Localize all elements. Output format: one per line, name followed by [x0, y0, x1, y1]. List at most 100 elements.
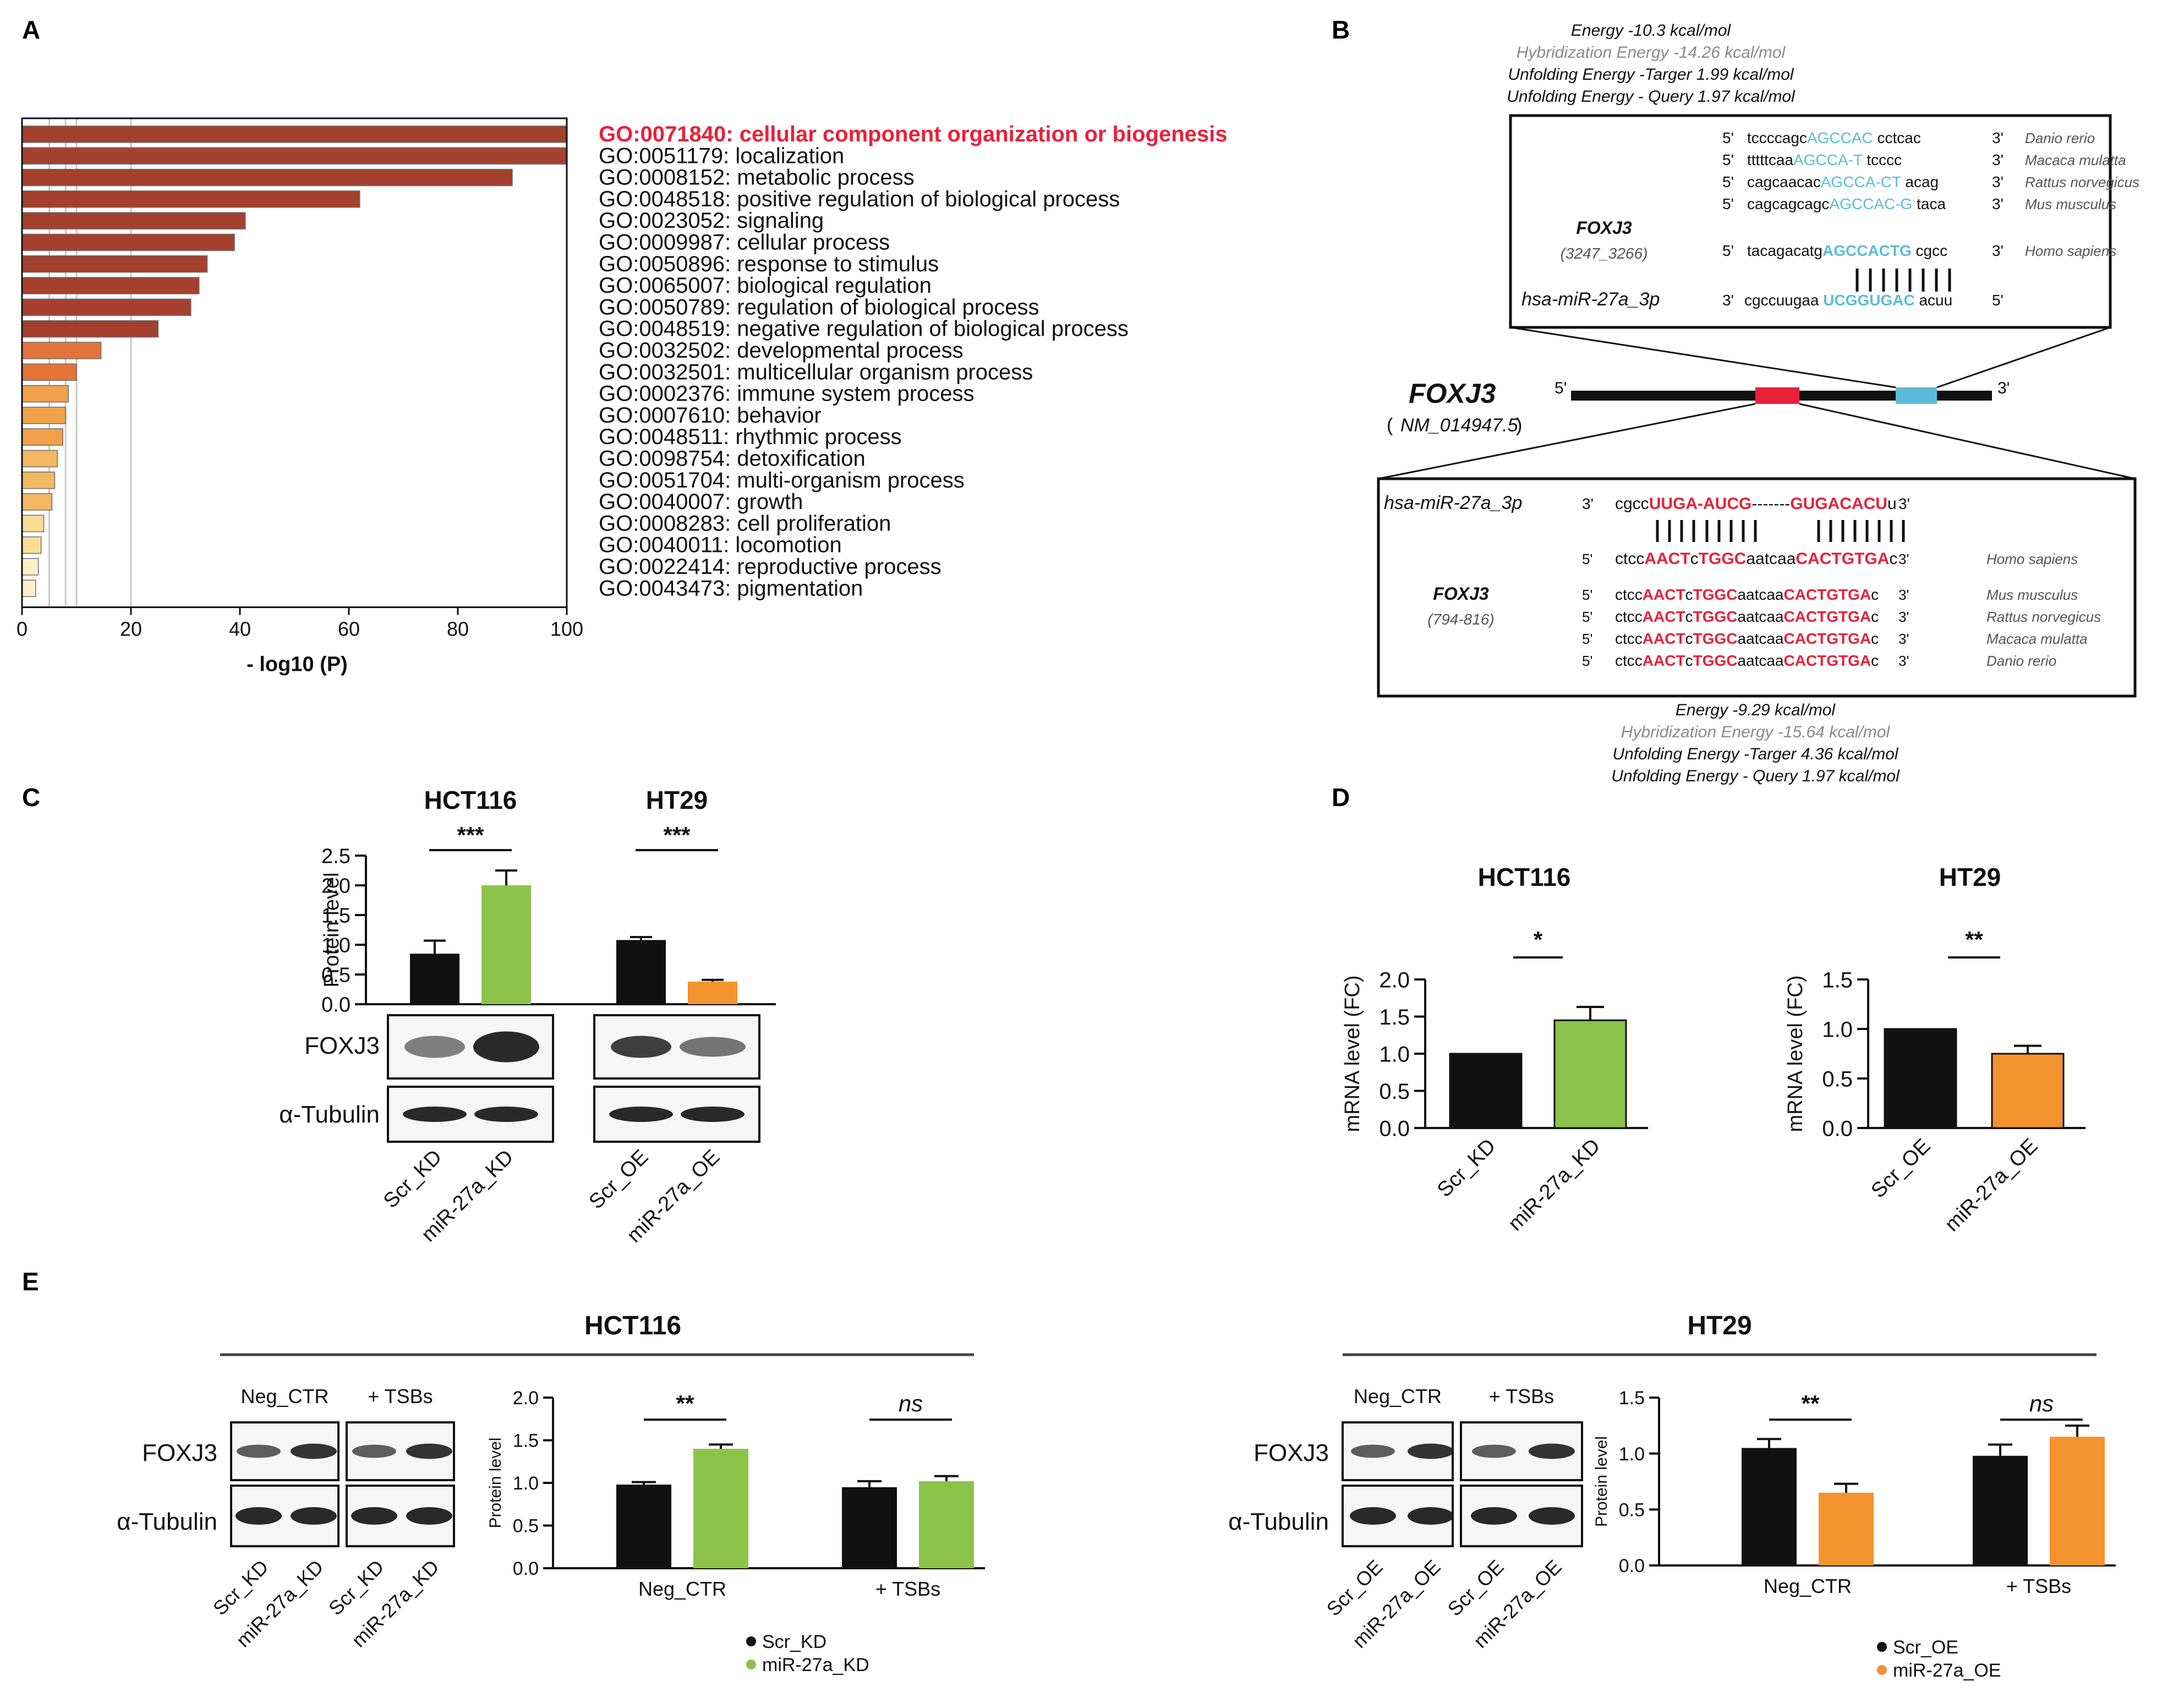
blot-group-label: Neg_CTR	[240, 1385, 329, 1408]
go-term-label: GO:0007610: behavior	[599, 403, 822, 428]
go-bar	[21, 579, 36, 598]
blot-label-foxj3: FOXJ3	[142, 1439, 217, 1466]
panel-label-d: D	[1332, 783, 1350, 812]
y-axis-title: Protein level	[486, 1437, 505, 1528]
blot-band	[291, 1507, 337, 1525]
go-term-label: GO:0009987: cellular process	[599, 231, 890, 255]
go-term-label: GO:0022414: reproductive process	[599, 555, 942, 579]
panel-a-go-chart: GO:0071840: cellular component organizat…	[17, 117, 1228, 676]
mir-seq-top: cgccuugaa UCGGUGAC acuu	[1744, 292, 1952, 309]
legend-marker	[1877, 1665, 1887, 1675]
blot-band	[1529, 1443, 1575, 1459]
mir-3prime: 3'	[1722, 292, 1734, 309]
seq-text: tccccagcAGCCAC cctcac	[1747, 129, 1921, 146]
top-site-box	[1509, 114, 2112, 329]
site-range: (794-816)	[1427, 611, 1494, 628]
lane-label: Scr_KD	[379, 1146, 446, 1213]
go-term-label: GO:0032501: multicellular organism proce…	[599, 360, 1033, 384]
go-term-label: GO:0050789: regulation of biological pro…	[599, 295, 1039, 319]
bottom-site-box	[1377, 477, 2137, 698]
protein-bar	[693, 1449, 748, 1568]
panel-e-tsb: HCT116 Neg_CTR + TSBs FOXJ3 α-Tubulin Scr_KDm…	[117, 1311, 2116, 1681]
go-term-label: GO:0051704: multi-organism process	[599, 468, 965, 492]
go-term-label: GO:0051179: localization	[599, 144, 844, 168]
go-bar	[21, 255, 208, 273]
blot-band	[474, 1107, 538, 1122]
site-gene: FOXJ3	[1576, 218, 1632, 238]
group-label: + TSBs	[2006, 1575, 2071, 1597]
x-tick-label: 0	[17, 618, 28, 640]
blot-band	[1350, 1507, 1396, 1525]
legend-marker	[1877, 1642, 1887, 1652]
blot-label-tubulin: α-Tubulin	[1228, 1508, 1329, 1535]
seq-5prime: 5'	[1582, 587, 1592, 603]
y-axis-title: mRNA level (FC)	[1341, 975, 1364, 1132]
go-term-label: GO:0065007: biological regulation	[599, 273, 932, 298]
site-marker-blue	[1896, 387, 1937, 404]
category-label: Scr_KD	[1433, 1135, 1500, 1202]
cell-line-title: HCT116	[424, 786, 517, 814]
blot-band	[1408, 1507, 1454, 1525]
site-gene: FOXJ3	[1433, 584, 1489, 604]
significance-stars: **	[1965, 927, 1983, 952]
blot-band	[611, 1036, 671, 1058]
seq-text: cagcaacacAGCCA-CT acag	[1747, 173, 1939, 190]
y-tick-label: 2.5	[321, 845, 351, 868]
seq-text: tacagacatgAGCCACTG cgcc	[1747, 242, 1947, 259]
site-marker-red	[1755, 387, 1799, 404]
protein-bar	[410, 954, 459, 1004]
go-bar	[21, 428, 63, 446]
gene-title: FOXJ3	[1409, 378, 1496, 409]
transcript-5prime: 5'	[1554, 379, 1567, 397]
protein-bar	[1973, 1455, 2028, 1565]
seq-text: ctccAACTcTGGCaatcaaCACTGTGAc	[1615, 652, 1879, 669]
mirna-name-top: hsa-miR-27a_3p	[1521, 289, 1660, 310]
blot-group-label: + TSBs	[1489, 1385, 1554, 1408]
blot-band	[352, 1444, 396, 1458]
legend-label: miR-27a_KD	[762, 1655, 869, 1675]
energy-top: Unfolding Energy -Targer 1.99 kcal/mol	[1508, 65, 1794, 84]
energy-bottom: Unfolding Energy - Query 1.97 kcal/mol	[1611, 767, 1900, 785]
seq-3prime: 3'	[1898, 609, 1909, 625]
y-tick-label: 0.5	[513, 1516, 539, 1537]
site-range: (3247_3266)	[1561, 245, 1648, 262]
mrna-bar	[1553, 1019, 1627, 1129]
significance-mark: **	[676, 1390, 694, 1416]
energy-bottom: Energy -9.29 kcal/mol	[1676, 701, 1836, 719]
go-bar	[21, 277, 200, 294]
go-bar	[21, 125, 567, 143]
seq-text: ctccAACTcTGGCaatcaaCACTGTGAc	[1615, 608, 1879, 625]
significance-stars: ***	[663, 822, 691, 848]
y-tick-label: 0.0	[321, 994, 351, 1017]
go-bar	[21, 536, 42, 554]
lane-label: Scr_OE	[585, 1146, 653, 1214]
plot-frame	[21, 117, 568, 609]
go-bar	[21, 514, 45, 533]
y-tick-label: 1.5	[1379, 1005, 1410, 1030]
go-bar	[21, 147, 567, 165]
go-term-label: GO:0050896: response to stimulus	[599, 252, 939, 276]
legend-label: Scr_KD	[762, 1631, 826, 1652]
y-tick-label: 1.0	[513, 1473, 539, 1494]
y-tick-label: 2.0	[321, 875, 351, 898]
seq-5prime: 5'	[1722, 195, 1734, 212]
energy-top: Unfolding Energy - Query 1.97 kcal/mol	[1507, 87, 1796, 106]
go-term-label: GO:0098754: detoxification	[599, 447, 866, 471]
species-name: Homo sapiens	[2025, 243, 2116, 259]
go-bar	[21, 190, 360, 208]
y-tick-label: 2.0	[513, 1388, 539, 1409]
panel-label-e: E	[22, 1267, 39, 1296]
seq-5prime: 5'	[1722, 151, 1734, 168]
seq-3prime: 3'	[1992, 129, 2004, 146]
mir-5prime: 3'	[1898, 495, 1910, 512]
mir-3prime: 3'	[1582, 495, 1594, 512]
go-term-label: GO:0040007: growth	[599, 490, 803, 514]
significance-mark: **	[1802, 1390, 1820, 1416]
blot-band	[1408, 1443, 1454, 1459]
blot-band	[1529, 1507, 1575, 1525]
blot-band	[403, 1107, 467, 1122]
seq-3prime: 3'	[1898, 551, 1909, 567]
go-term-label: GO:0043473: pigmentation	[599, 576, 863, 600]
seq-text: ctccAACTcTGGCaatcaaCACTGTGAc	[1615, 630, 1879, 647]
y-tick-label: 2.0	[1379, 968, 1410, 992]
